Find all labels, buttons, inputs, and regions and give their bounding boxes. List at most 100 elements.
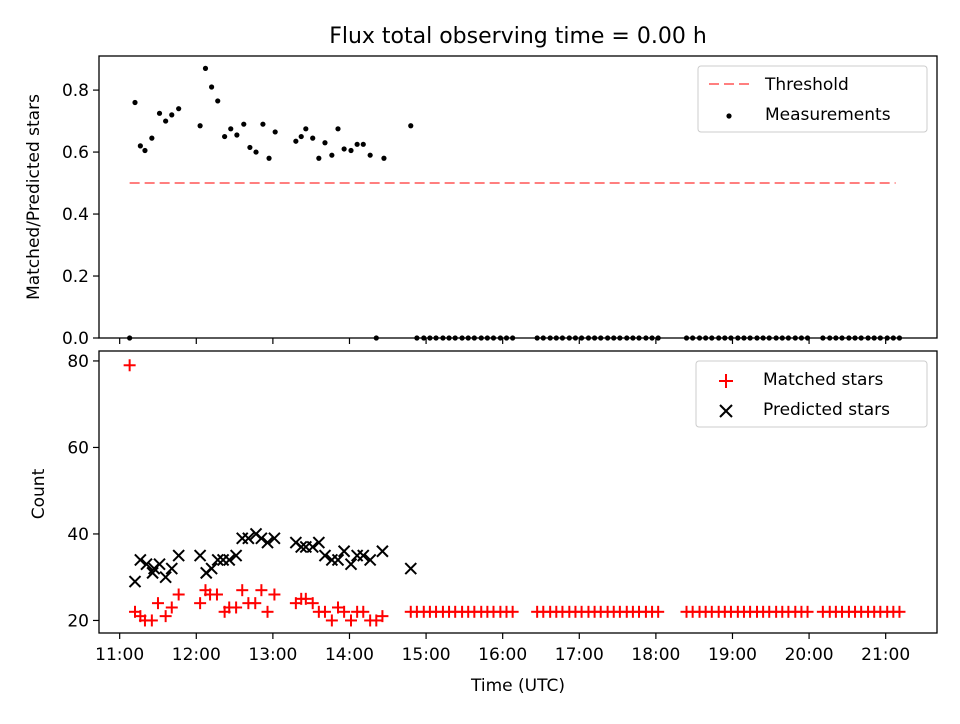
measurement-point	[559, 335, 566, 341]
measurement-point	[253, 149, 259, 155]
matched-star-point	[345, 614, 358, 627]
top-y-tick-label: 0.0	[62, 329, 89, 349]
measurement-point	[630, 335, 636, 341]
predicted-star-point	[344, 558, 358, 571]
matched-star-point	[255, 584, 268, 597]
measurement-point	[156, 110, 163, 116]
top-y-axis-label: Matched/Predicted stars	[24, 94, 44, 300]
measurement-point	[209, 84, 215, 90]
measurement-point	[846, 335, 852, 341]
bottom-plot-frame	[98, 350, 938, 634]
x-tick-label: 14:00	[325, 645, 374, 665]
top-y-tick-label: 0.6	[62, 143, 89, 163]
measurement-point	[585, 335, 592, 341]
predicted-star-point	[255, 532, 268, 545]
measurement-point	[408, 123, 414, 129]
predicted-star-point	[295, 540, 308, 554]
predicted-star-point	[193, 549, 207, 562]
measurement-point	[478, 335, 484, 341]
measurement-points	[127, 65, 903, 341]
measurement-point	[890, 335, 896, 341]
predicted-star-point	[134, 553, 147, 567]
measurement-point	[421, 335, 427, 341]
measurement-point	[766, 335, 772, 341]
measurement-point	[329, 152, 335, 158]
measurement-point	[497, 335, 503, 341]
measurement-point	[820, 335, 826, 341]
measurement-point	[293, 138, 299, 144]
matched-star-point	[194, 597, 207, 610]
matched-star-point	[306, 597, 319, 610]
legend-predicted-swatch	[719, 404, 733, 418]
measurement-point	[490, 335, 497, 341]
predicted-star-point	[159, 570, 172, 584]
measurement-point	[716, 335, 722, 341]
measurement-point	[163, 118, 169, 124]
matched-star-point	[652, 605, 665, 618]
measurement-point	[471, 335, 477, 341]
predicted-star-point	[376, 545, 389, 558]
measurement-point	[373, 335, 379, 341]
measurement-point	[760, 335, 766, 341]
measurement-point	[234, 132, 240, 138]
measurement-point	[176, 106, 182, 112]
measurement-point	[884, 335, 890, 341]
measurement-point	[722, 335, 728, 341]
measurement-point	[611, 335, 617, 341]
measurement-point	[215, 98, 221, 104]
x-tick-label: 12:00	[172, 645, 221, 665]
measurement-point	[735, 335, 741, 341]
matched-star-point	[325, 614, 338, 627]
measurement-point	[534, 335, 540, 341]
measurement-point	[459, 335, 465, 341]
matched-star-point	[331, 601, 344, 614]
matched-star-point	[376, 610, 389, 623]
measurement-point	[414, 335, 420, 341]
measurement-point	[381, 155, 387, 161]
measurement-point	[452, 335, 458, 341]
measurement-point	[316, 155, 322, 161]
matched-star-point	[299, 592, 312, 605]
predicted-star-point	[140, 558, 153, 571]
predicted-star-point	[357, 549, 370, 562]
matched-star-point	[151, 597, 164, 610]
measurement-point	[354, 141, 360, 147]
chart-title: Flux total observing time = 0.00 h	[329, 24, 707, 49]
measurement-point	[228, 126, 234, 132]
measurement-point	[804, 335, 811, 341]
measurement-point	[798, 335, 805, 341]
bottom-y-tick-label: 60	[67, 438, 89, 458]
measurement-point	[367, 152, 373, 158]
x-tick-label: 11:00	[95, 645, 144, 665]
predicted-star-point	[165, 562, 178, 575]
measurement-point	[871, 335, 877, 341]
measurement-point	[127, 335, 133, 341]
predicted-star-point	[363, 553, 377, 567]
x-tick-label: 15:00	[402, 645, 451, 665]
legend-measurements-label: Measurements	[765, 105, 891, 125]
measurement-point	[553, 335, 559, 341]
matched-star-point	[357, 605, 370, 618]
matched-star-point	[172, 588, 185, 601]
measurement-point	[877, 335, 883, 341]
matched-star-point	[801, 605, 814, 618]
measurement-point	[827, 335, 833, 341]
measurement-point	[852, 335, 858, 341]
top-legend: Threshold Measurements	[697, 65, 928, 133]
measurement-point	[728, 335, 734, 341]
measurement-point	[484, 335, 490, 341]
predicted-star-point	[331, 553, 345, 567]
measurement-point	[427, 335, 433, 341]
measurement-point	[773, 335, 779, 341]
measurement-point	[341, 146, 347, 152]
measurement-point	[839, 335, 845, 341]
predicted-star-point	[172, 549, 185, 562]
matched-star-point	[893, 605, 906, 618]
measurement-point	[433, 335, 439, 341]
predicted-star-point	[242, 532, 255, 545]
predicted-star-point	[211, 553, 224, 567]
matched-star-point	[249, 597, 262, 610]
measurement-point	[709, 335, 715, 341]
bottom-y-tick-label: 20	[67, 611, 89, 631]
